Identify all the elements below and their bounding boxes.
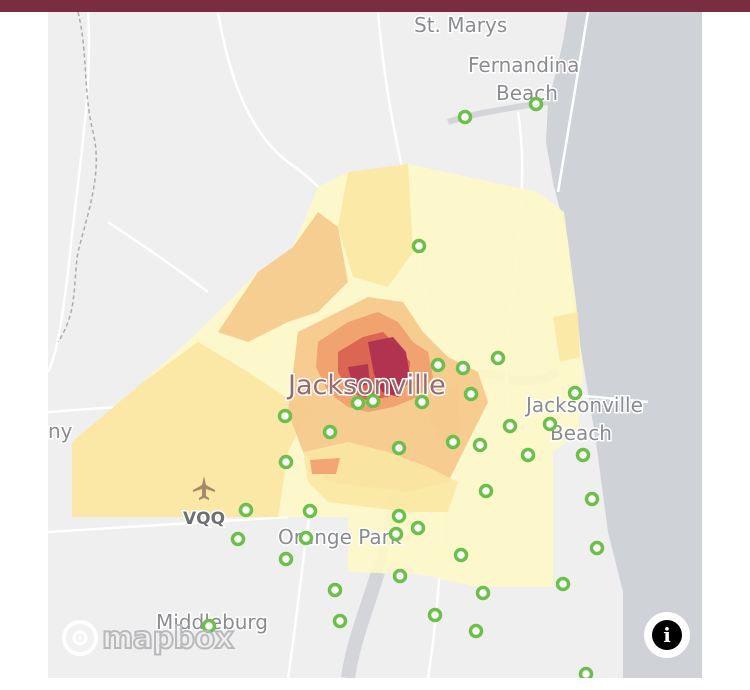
- location-marker[interactable]: [201, 618, 217, 634]
- location-marker[interactable]: [567, 385, 583, 401]
- app-header-bar: [0, 0, 750, 12]
- location-marker[interactable]: [555, 576, 571, 592]
- location-marker[interactable]: [278, 454, 294, 470]
- location-marker[interactable]: [414, 394, 430, 410]
- location-marker[interactable]: [411, 238, 427, 254]
- label-vqq: VQQ: [183, 509, 225, 529]
- choropleth-core-2: [348, 364, 370, 387]
- location-marker[interactable]: [391, 440, 407, 456]
- location-marker[interactable]: [584, 491, 600, 507]
- choropleth-south-orange: [310, 458, 340, 474]
- choropleth-east-orange: [431, 387, 460, 442]
- location-marker[interactable]: [392, 568, 408, 584]
- location-marker[interactable]: [365, 393, 381, 409]
- location-marker[interactable]: [410, 520, 426, 536]
- location-marker[interactable]: [391, 508, 407, 524]
- label-fernandina-beach: Beach: [496, 81, 558, 105]
- label-jacksonville-beach-2: Beach: [550, 421, 612, 445]
- location-marker[interactable]: [238, 502, 254, 518]
- map-view[interactable]: St. Marys Fernandina Beach Jacksonville …: [48, 12, 702, 678]
- location-marker[interactable]: [455, 360, 471, 376]
- location-marker[interactable]: [327, 582, 343, 598]
- label-edge: ny: [48, 419, 73, 443]
- choropleth-ne-orange: [553, 312, 580, 362]
- choropleth-northwest: [218, 212, 348, 342]
- location-marker[interactable]: [302, 503, 318, 519]
- map-canvas[interactable]: St. Marys Fernandina Beach Jacksonville …: [48, 12, 702, 678]
- attribution-info-button[interactable]: i: [644, 612, 690, 658]
- label-orange-park: Orange Park: [278, 525, 402, 549]
- label-st-marys: St. Marys: [414, 13, 507, 37]
- location-marker[interactable]: [472, 437, 488, 453]
- location-marker[interactable]: [278, 551, 294, 567]
- label-fernandina: Fernandina: [468, 53, 579, 77]
- location-marker[interactable]: [468, 623, 484, 639]
- mapbox-logo-icon: [62, 620, 98, 656]
- marker-layer: [201, 96, 605, 679]
- choropleth-west: [72, 342, 308, 517]
- mapbox-logo-text: mapbox: [101, 620, 235, 657]
- location-marker[interactable]: [322, 424, 338, 440]
- location-marker[interactable]: [475, 585, 491, 601]
- location-marker[interactable]: [463, 386, 479, 402]
- location-marker[interactable]: [578, 666, 594, 679]
- location-marker[interactable]: [490, 350, 506, 366]
- airport-icon: [193, 476, 215, 500]
- location-marker[interactable]: [277, 408, 293, 424]
- location-marker[interactable]: [445, 434, 461, 450]
- location-marker[interactable]: [332, 613, 348, 629]
- choropleth-south-band: [303, 442, 458, 512]
- location-marker[interactable]: [528, 96, 544, 112]
- location-marker[interactable]: [502, 418, 518, 434]
- location-marker[interactable]: [520, 447, 536, 463]
- label-jacksonville-beach-1: Jacksonville: [524, 393, 643, 417]
- info-icon: i: [652, 620, 682, 650]
- location-marker[interactable]: [298, 530, 314, 546]
- river-south: [341, 569, 385, 678]
- location-marker[interactable]: [388, 526, 404, 542]
- county-boundary: [57, 12, 98, 343]
- location-marker[interactable]: [453, 547, 469, 563]
- location-marker[interactable]: [427, 607, 443, 623]
- location-marker[interactable]: [350, 395, 366, 411]
- ocean: [546, 12, 702, 678]
- location-marker[interactable]: [478, 483, 494, 499]
- location-marker[interactable]: [230, 531, 246, 547]
- location-marker[interactable]: [589, 540, 605, 556]
- mapbox-logo[interactable]: mapbox: [62, 616, 235, 660]
- choropleth-urban-core: [368, 337, 410, 397]
- location-marker[interactable]: [457, 109, 473, 125]
- location-marker[interactable]: [430, 357, 446, 373]
- location-marker[interactable]: [542, 416, 558, 432]
- choropleth-north: [338, 164, 413, 287]
- location-marker[interactable]: [575, 447, 591, 463]
